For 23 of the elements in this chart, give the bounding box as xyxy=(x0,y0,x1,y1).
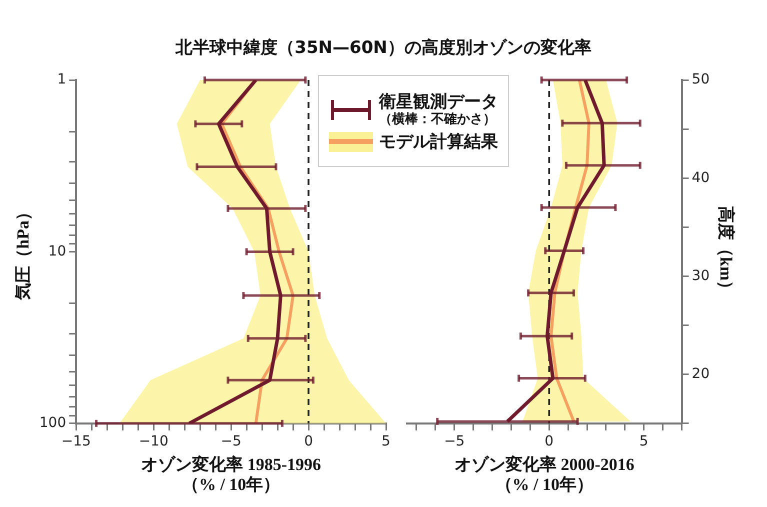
x-tick-label: 5 xyxy=(382,433,390,450)
y-tick-label: 100 xyxy=(39,415,66,432)
x-tick-label: 5 xyxy=(639,433,648,450)
legend-label: モデル計算結果 xyxy=(379,132,498,152)
x-tick-label: −5 xyxy=(444,433,465,450)
x-tick-label: 0 xyxy=(304,433,313,450)
x-tick-label: −5 xyxy=(220,433,242,450)
chart-title: 北半球中緯度（35N—60N）の高度別オゾンの変化率 xyxy=(174,37,592,59)
y-tick-label: 1 xyxy=(57,72,66,88)
y-tick-label: 40 xyxy=(692,170,710,186)
x-axis-title: オゾン変化率 2000-2016 （% / 10年） xyxy=(454,454,634,494)
y-tick-label: 10 xyxy=(48,243,66,260)
y-tick-label: 20 xyxy=(692,366,710,382)
x-tick-label: −15 xyxy=(61,433,91,450)
y-tick-label: 50 xyxy=(692,72,710,88)
x-axis-title: オゾン変化率 1985-1996 （% / 10年） xyxy=(141,454,322,494)
y-tick-label: 30 xyxy=(692,268,710,284)
x-tick-label: 0 xyxy=(544,433,554,450)
y-axis-title: 高度（km） xyxy=(716,206,736,298)
y-axis-title: 気圧（hPa） xyxy=(14,204,33,301)
x-tick-label: −10 xyxy=(138,433,168,450)
annotation: （横棒：不確かさ） xyxy=(379,112,497,128)
legend-label: 衛星観測データ xyxy=(379,92,498,112)
